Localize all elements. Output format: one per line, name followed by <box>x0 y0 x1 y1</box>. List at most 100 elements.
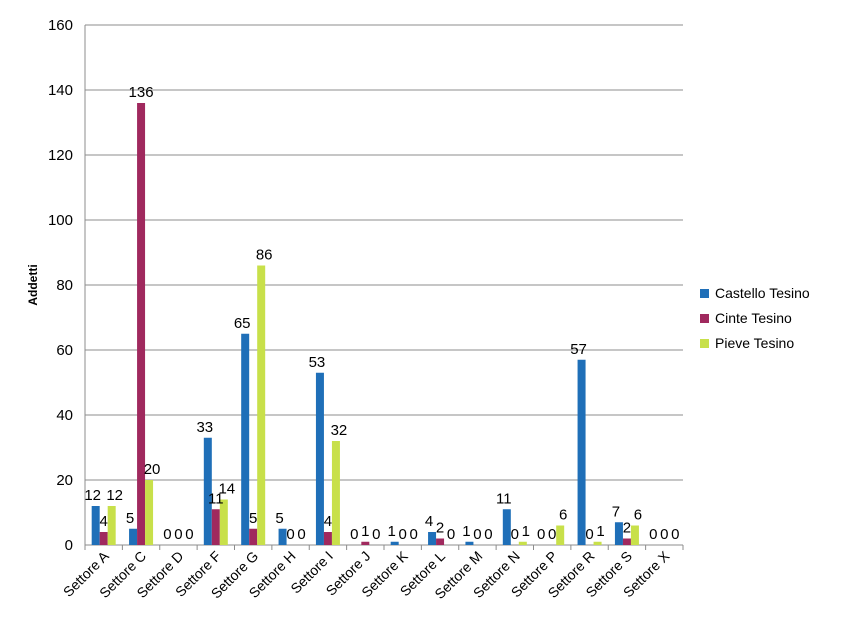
data-label: 0 <box>286 526 294 543</box>
bar <box>577 359 586 545</box>
data-label: 0 <box>585 526 593 543</box>
data-label: 0 <box>372 526 380 543</box>
y-tick-label: 40 <box>56 407 73 424</box>
data-label: 0 <box>174 526 182 543</box>
data-label: 2 <box>623 520 631 537</box>
bar <box>315 372 324 545</box>
legend-label: Castello Tesino <box>715 285 810 301</box>
y-axis-title: Addetti <box>26 264 40 305</box>
bar <box>278 528 287 545</box>
bar <box>630 525 639 545</box>
bar <box>91 506 100 545</box>
legend-swatch <box>700 339 709 348</box>
data-label: 1 <box>361 523 369 540</box>
bar <box>137 103 146 545</box>
data-label: 11 <box>208 490 224 507</box>
bar <box>331 441 340 545</box>
bar <box>361 541 370 545</box>
bar <box>518 541 527 545</box>
gridlines <box>85 24 683 481</box>
y-tick-label: 160 <box>48 17 73 34</box>
bar <box>593 541 602 545</box>
bar <box>211 509 220 545</box>
data-label: 1 <box>388 523 396 540</box>
bar <box>390 541 399 545</box>
data-label: 7 <box>612 503 620 520</box>
bar <box>428 532 437 545</box>
data-label: 6 <box>634 507 642 524</box>
data-label: 1 <box>596 523 604 540</box>
data-label: 4 <box>425 513 433 530</box>
legend-label: Cinte Tesino <box>715 310 792 326</box>
legend-swatch <box>700 314 709 323</box>
data-label: 65 <box>234 315 251 332</box>
bar <box>614 522 623 545</box>
data-label: 0 <box>537 526 545 543</box>
bar <box>99 532 108 545</box>
data-label: 0 <box>410 526 418 543</box>
data-label: 32 <box>331 422 348 439</box>
data-label: 4 <box>324 513 332 530</box>
data-label: 0 <box>660 526 668 543</box>
data-label: 5 <box>275 510 283 527</box>
data-label: 0 <box>548 526 556 543</box>
bar <box>219 499 228 545</box>
data-label: 1 <box>462 523 470 540</box>
axes <box>84 25 684 550</box>
data-label: 0 <box>297 526 305 543</box>
data-label: 5 <box>126 510 134 527</box>
data-label: 20 <box>144 461 161 478</box>
data-label: 0 <box>185 526 193 543</box>
bar <box>465 541 474 545</box>
data-label: 53 <box>309 354 326 371</box>
data-label: 33 <box>196 419 213 436</box>
bar <box>241 333 250 545</box>
data-label: 0 <box>473 526 481 543</box>
data-label: 0 <box>671 526 679 543</box>
y-tick-label: 100 <box>48 212 73 229</box>
data-label: 14 <box>218 481 235 498</box>
legend-swatch <box>700 289 709 298</box>
data-label: 0 <box>511 526 519 543</box>
data-label: 0 <box>350 526 358 543</box>
y-tick-label: 20 <box>56 472 73 489</box>
data-label: 2 <box>436 520 444 537</box>
data-label: 4 <box>100 513 108 530</box>
bar <box>436 538 445 545</box>
y-tick-label: 80 <box>56 277 73 294</box>
bar <box>107 506 116 545</box>
bar <box>145 480 154 545</box>
data-label: 5 <box>249 510 257 527</box>
data-label: 136 <box>129 84 154 101</box>
bar <box>203 437 212 545</box>
data-label: 12 <box>106 487 123 504</box>
bar <box>249 528 258 545</box>
y-tick-label: 140 <box>48 82 73 99</box>
data-label: 0 <box>163 526 171 543</box>
data-label: 86 <box>256 247 273 264</box>
data-label: 0 <box>484 526 492 543</box>
bars <box>91 103 639 545</box>
legend-label: Pieve Tesino <box>715 335 794 351</box>
bar <box>257 265 266 545</box>
data-label: 57 <box>570 341 587 358</box>
data-label: 6 <box>559 507 567 524</box>
data-label: 0 <box>649 526 657 543</box>
bar <box>622 538 631 545</box>
data-label: 1 <box>522 523 530 540</box>
legend: Castello Tesino Cinte Tesino Pieve Tesino <box>700 285 810 351</box>
y-tick-label: 60 <box>56 342 73 359</box>
data-label: 12 <box>84 487 101 504</box>
y-tick-labels: 0 20 40 60 80 100 120 140 160 <box>48 17 73 554</box>
y-tick-label: 120 <box>48 147 73 164</box>
bar <box>502 509 511 545</box>
bar <box>129 528 138 545</box>
bar <box>556 525 565 545</box>
data-label: 0 <box>447 526 455 543</box>
data-label: 0 <box>399 526 407 543</box>
data-label: 11 <box>496 490 512 507</box>
